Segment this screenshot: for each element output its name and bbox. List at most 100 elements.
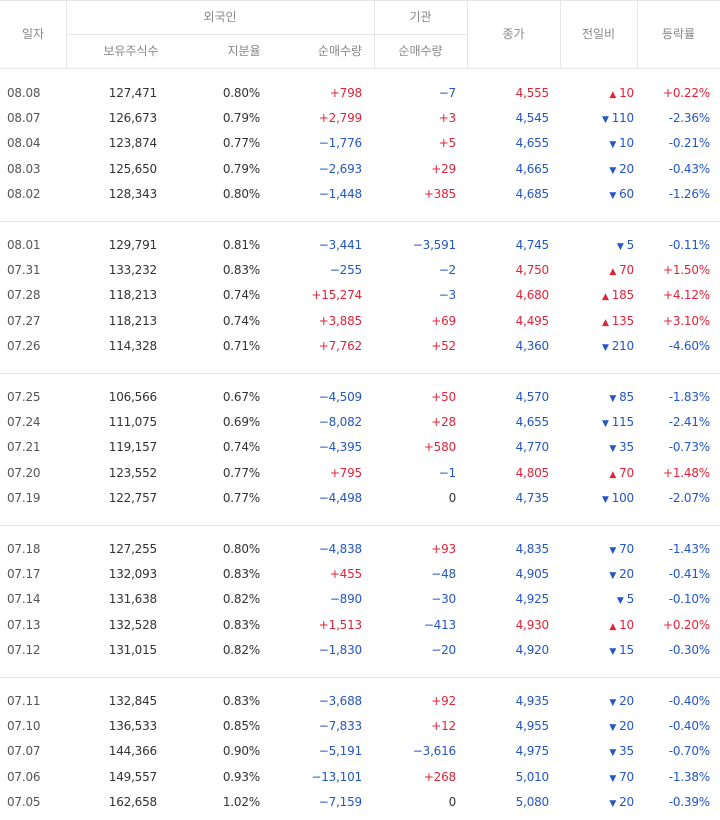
ratio-cell: 0.71% <box>222 338 260 353</box>
rate-cell: -2.41% <box>668 415 710 430</box>
change-cell: ▼ 10 <box>609 133 634 153</box>
change-value: 10 <box>619 86 634 100</box>
institution-net-cell: +580 <box>423 440 456 455</box>
change-cell: ▼ 20 <box>609 159 634 179</box>
institution-net-cell: +268 <box>423 769 456 784</box>
ratio-cell: 0.80% <box>222 542 260 556</box>
change-value: 10 <box>619 136 634 151</box>
ratio-cell: 0.82% <box>222 642 260 657</box>
change-value: 60 <box>619 186 634 201</box>
change-value: 70 <box>619 465 634 480</box>
rate-cell: -0.21% <box>668 136 710 151</box>
group-separator <box>0 525 720 526</box>
header-divider <box>66 0 67 68</box>
ratio-cell: 0.83% <box>222 263 260 278</box>
change-cell: ▲ 10 <box>609 615 634 635</box>
foreign-net-cell: −1,448 <box>318 186 362 201</box>
close-cell: 4,680 <box>515 288 550 303</box>
header-cell: 종가 <box>502 27 525 41</box>
change-cell: ▼ 5 <box>617 589 634 609</box>
change-value: 35 <box>619 744 634 759</box>
header-bottom-border <box>0 68 720 69</box>
close-cell: 4,655 <box>515 415 550 430</box>
trend-arrow: ▼ <box>609 190 617 201</box>
trend-arrow: ▲ <box>601 317 609 328</box>
header-cell: 순매수량 <box>317 44 363 58</box>
date-cell: 08.02 <box>7 186 41 201</box>
foreign-net-cell: +455 <box>329 567 362 582</box>
holdings-cell: 114,328 <box>108 338 157 353</box>
foreign-net-cell: −3,688 <box>318 694 362 708</box>
change-cell: ▲ 70 <box>609 463 634 483</box>
foreign-net-cell: −5,191 <box>318 744 362 759</box>
close-cell: 4,955 <box>515 719 550 734</box>
close-cell: 5,080 <box>515 794 550 809</box>
foreign-net-cell: −3,441 <box>318 238 362 252</box>
trend-arrow: ▼ <box>609 798 617 809</box>
change-value: 15 <box>619 642 634 657</box>
date-cell: 07.14 <box>7 592 41 607</box>
holdings-cell: 118,213 <box>108 313 157 328</box>
rate-cell: +1.50% <box>663 263 710 278</box>
institution-net-cell: −1 <box>438 465 457 480</box>
close-cell: 4,495 <box>515 313 550 328</box>
close-cell: 4,555 <box>515 86 550 100</box>
foreign-net-cell: +2,799 <box>318 111 362 126</box>
rate-cell: -0.40% <box>668 719 710 734</box>
date-cell: 07.13 <box>7 617 41 632</box>
ratio-cell: 0.77% <box>222 465 260 480</box>
ratio-cell: 0.79% <box>222 111 260 126</box>
holdings-cell: 123,874 <box>108 136 157 151</box>
header-cell: 외국인 <box>203 10 237 24</box>
rate-cell: -0.73% <box>668 440 710 455</box>
change-cell: ▼ 100 <box>602 488 634 508</box>
institution-net-cell: +92 <box>431 694 456 708</box>
holdings-cell: 122,757 <box>108 490 157 505</box>
change-value: 5 <box>626 238 635 252</box>
trend-arrow: ▼ <box>601 342 609 353</box>
close-cell: 4,925 <box>515 592 550 607</box>
trend-arrow: ▼ <box>609 723 617 734</box>
header-mid-border <box>66 34 467 35</box>
close-cell: 4,685 <box>515 186 550 201</box>
trend-arrow: ▼ <box>609 571 617 582</box>
institution-net-cell: −2 <box>438 263 457 278</box>
rate-cell: -2.07% <box>668 490 710 505</box>
holdings-cell: 127,255 <box>108 542 157 556</box>
change-value: 85 <box>619 390 634 404</box>
close-cell: 4,920 <box>515 642 550 657</box>
date-cell: 07.26 <box>7 338 41 353</box>
header-divider <box>637 0 638 68</box>
change-value: 135 <box>611 313 635 328</box>
institution-net-cell: 0 <box>448 794 457 809</box>
rate-cell: -2.36% <box>668 111 710 126</box>
institution-net-cell: −3,591 <box>412 238 456 252</box>
institution-net-cell: −20 <box>431 642 456 657</box>
rate-cell: -0.41% <box>668 567 710 582</box>
change-cell: ▼ 210 <box>602 336 634 356</box>
foreign-net-cell: −890 <box>329 592 362 607</box>
change-value: 110 <box>611 111 635 126</box>
change-cell: ▼ 5 <box>617 235 634 255</box>
trend-arrow: ▼ <box>609 748 617 759</box>
institution-net-cell: +5 <box>438 136 457 151</box>
date-cell: 07.24 <box>7 415 41 430</box>
change-cell: ▼ 70 <box>609 539 634 559</box>
header-divider <box>374 0 375 68</box>
foreign-net-cell: −8,082 <box>318 415 362 430</box>
trend-arrow: ▼ <box>609 140 617 151</box>
ratio-cell: 0.83% <box>222 617 260 632</box>
foreign-net-cell: −255 <box>329 263 362 278</box>
institution-net-cell: −7 <box>438 86 457 100</box>
rate-cell: +1.48% <box>663 465 710 480</box>
foreign-net-cell: −7,833 <box>318 719 362 734</box>
holdings-cell: 136,533 <box>108 719 157 734</box>
change-value: 20 <box>619 161 634 176</box>
foreign-net-cell: +7,762 <box>318 338 362 353</box>
change-cell: ▼ 115 <box>602 412 634 432</box>
change-value: 5 <box>626 592 635 607</box>
institution-net-cell: +12 <box>431 719 456 734</box>
change-cell: ▲ 185 <box>602 285 634 305</box>
date-cell: 07.05 <box>7 794 41 809</box>
date-cell: 07.19 <box>7 490 41 505</box>
